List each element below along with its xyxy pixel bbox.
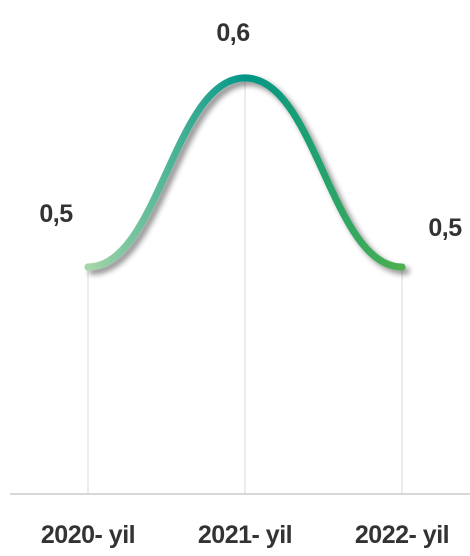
x-tick-label-2: 2021- yil	[198, 521, 292, 549]
series-line-group	[84, 74, 406, 271]
x-tick-label-3: 2022- yil	[355, 521, 449, 549]
data-point-1	[84, 263, 92, 271]
data-label-3: 0,5	[428, 214, 462, 242]
data-point-3	[398, 263, 406, 271]
data-label-1: 0,5	[39, 200, 73, 228]
x-tick-label-1: 2020- yil	[41, 521, 135, 549]
data-point-2	[241, 74, 249, 82]
data-labels: 0,5 0,6 0,5	[39, 19, 462, 242]
grid-lines	[87, 77, 403, 494]
x-axis-tick-labels: 2020- yil 2021- yil 2022- yil	[41, 521, 450, 549]
data-label-2: 0,6	[216, 19, 249, 47]
